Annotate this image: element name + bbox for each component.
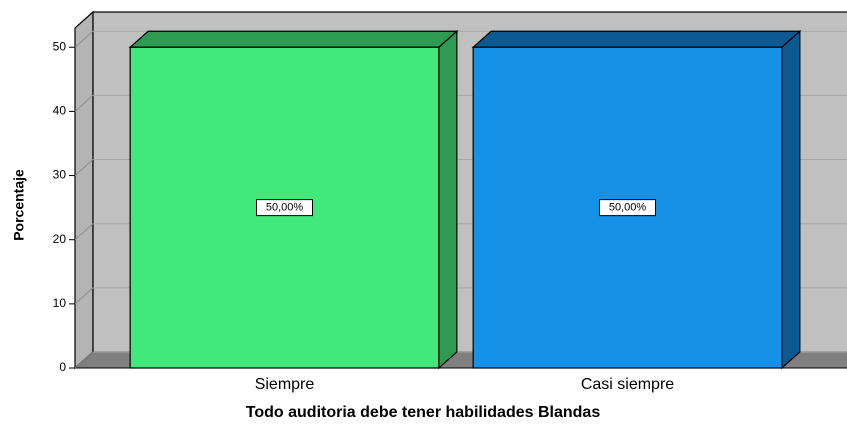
y-tick-label: 50 xyxy=(53,39,67,53)
y-tick-label: 10 xyxy=(53,296,67,310)
x-tick-label: Casi siempre xyxy=(581,376,674,393)
y-axis-title: Porcentaje xyxy=(11,169,27,241)
x-tick-label: Siempre xyxy=(255,376,315,393)
bar-side xyxy=(781,29,801,370)
grid-line xyxy=(74,287,94,305)
grid-line xyxy=(74,159,94,176)
bar-top xyxy=(128,30,459,48)
grid-line xyxy=(74,95,94,112)
y-tick-label: 40 xyxy=(53,104,67,118)
value-label-text: 50,00% xyxy=(609,202,647,214)
y-tick-label: 20 xyxy=(53,232,67,246)
grid-line xyxy=(74,30,94,48)
grid-line xyxy=(74,351,94,369)
value-label-box xyxy=(599,199,656,217)
left-wall xyxy=(74,10,94,370)
y-tick-label: 0 xyxy=(59,360,66,374)
value-label-box xyxy=(256,199,313,217)
y-tick-label: 30 xyxy=(53,168,67,182)
value-label: 50,00% xyxy=(256,199,313,217)
bar-top xyxy=(471,30,802,48)
x-axis-title: Todo auditoria debe tener habilidades Bl… xyxy=(246,404,601,421)
grid-line xyxy=(74,223,94,241)
bar-side xyxy=(438,29,458,370)
value-label: 50,00% xyxy=(599,199,656,217)
value-label-text: 50,00% xyxy=(266,202,304,214)
